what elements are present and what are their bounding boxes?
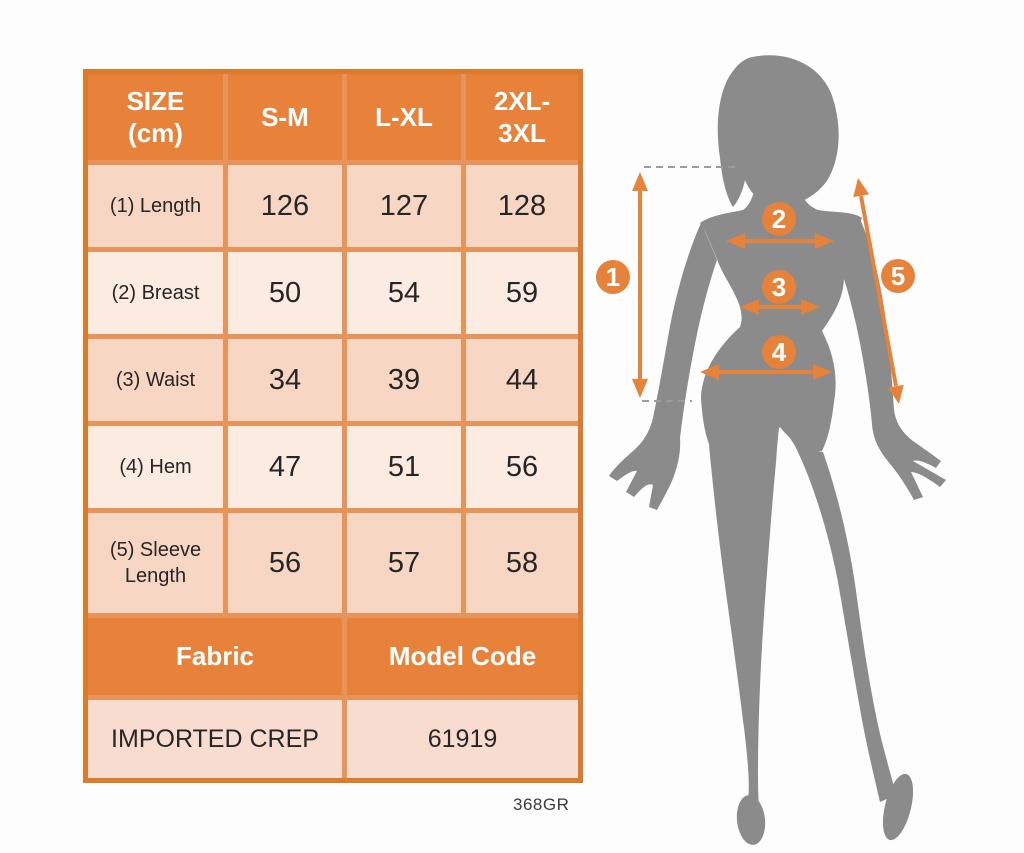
model-code-header: Model Code	[347, 618, 578, 695]
header-cell-2xl3xl: 2XL- 3XL	[466, 74, 578, 160]
female-silhouette	[609, 55, 946, 845]
sleeve-arrow	[853, 178, 904, 404]
length-marker-badge: 1	[596, 260, 630, 294]
value-hem-2xl3xl: 56	[466, 426, 578, 508]
left-foot-shape	[736, 795, 766, 845]
length-marker-number: 1	[606, 262, 620, 292]
breast-marker-badge: 2	[762, 202, 796, 236]
right-arm-shape	[839, 219, 946, 500]
header-sm-label: S-M	[261, 101, 309, 132]
hem-arrow	[700, 364, 832, 380]
value-waist-sm: 34	[228, 339, 342, 421]
waist-marker-number: 3	[772, 272, 786, 302]
left-arm-shape	[609, 223, 717, 510]
fabric-header: Fabric	[88, 618, 342, 695]
header-2xl3xl-line2: 3XL	[498, 118, 546, 148]
value-breast-lxl: 54	[347, 252, 461, 334]
value-length-sm: 126	[228, 165, 342, 247]
value-sleeve-2xl3xl: 58	[466, 513, 578, 613]
header-cell-size: SIZE (cm)	[88, 74, 223, 160]
row-label-length: (1) Length	[88, 165, 223, 247]
row-label-waist: (3) Waist	[88, 339, 223, 421]
breast-marker-number: 2	[772, 204, 786, 234]
fabric-value: IMPORTED CREP	[88, 700, 342, 778]
value-breast-2xl3xl: 59	[466, 252, 578, 334]
value-sleeve-lxl: 57	[347, 513, 461, 613]
hem-marker-badge: 4	[762, 335, 796, 369]
waist-marker-badge: 3	[762, 270, 796, 304]
value-waist-lxl: 39	[347, 339, 461, 421]
value-waist-2xl3xl: 44	[466, 339, 578, 421]
weight-code-text: 368GR	[513, 795, 570, 814]
waist-arrow	[740, 299, 820, 315]
header-cell-sm: S-M	[228, 74, 342, 160]
header-size-line2: (cm)	[128, 118, 183, 148]
sleeve-marker-number: 5	[891, 261, 905, 291]
value-breast-sm: 50	[228, 252, 342, 334]
value-sleeve-sm: 56	[228, 513, 342, 613]
value-length-2xl3xl: 128	[466, 165, 578, 247]
value-length-lxl: 127	[347, 165, 461, 247]
header-cell-lxl: L-XL	[347, 74, 461, 160]
value-hem-lxl: 51	[347, 426, 461, 508]
header-lxl-label: L-XL	[375, 101, 433, 132]
breast-arrow	[726, 233, 834, 249]
header-size-line1: SIZE	[126, 85, 185, 116]
value-hem-sm: 47	[228, 426, 342, 508]
sleeve-marker-badge: 5	[881, 259, 915, 293]
header-2xl3xl-line1: 2XL-	[493, 85, 551, 116]
hem-marker-number: 4	[772, 337, 787, 367]
size-table: SIZE (cm) S-M L-XL 2XL- 3XL (1) Length 1…	[83, 69, 583, 783]
right-leg-shape	[780, 427, 896, 802]
row-label-hem: (4) Hem	[88, 426, 223, 508]
row-label-breast: (2) Breast	[88, 252, 223, 334]
row-label-sleeve-length: (5) Sleeve Length	[88, 513, 223, 613]
right-foot-shape	[882, 773, 914, 841]
model-code-value: 61919	[347, 700, 578, 778]
head-shape	[717, 55, 839, 208]
left-leg-shape	[709, 428, 779, 824]
length-arrow	[632, 172, 648, 398]
